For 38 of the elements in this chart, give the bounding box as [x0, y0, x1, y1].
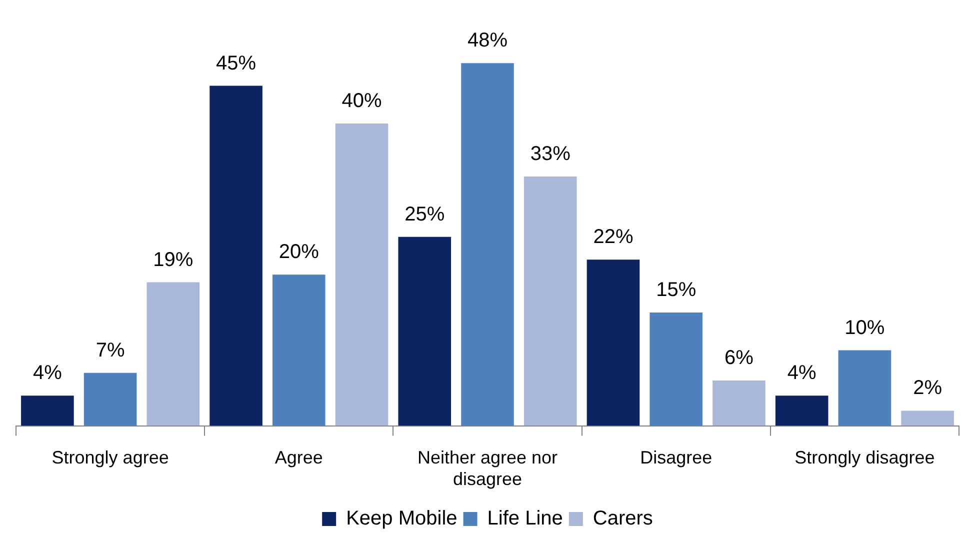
bar — [84, 372, 137, 426]
data-label: 20% — [278, 241, 320, 264]
data-label: 19% — [153, 248, 194, 271]
bar — [901, 410, 954, 426]
data-label: 4% — [32, 362, 62, 384]
x-tick-label: Strongly disagree — [794, 448, 935, 468]
bar — [398, 236, 452, 426]
legend-label: Carers — [592, 508, 653, 530]
bar — [524, 176, 577, 426]
data-label: 10% — [844, 316, 885, 339]
bar — [838, 350, 892, 426]
legend-label: Keep Mobile — [346, 508, 458, 530]
data-label: 4% — [787, 362, 817, 384]
x-tick-label: Agree — [274, 448, 323, 468]
bar — [210, 86, 262, 426]
x-tick-label: Strongly agree — [52, 448, 169, 468]
data-label: 2% — [913, 377, 942, 400]
data-label: 25% — [404, 203, 445, 226]
bar — [712, 380, 766, 426]
data-label: 33% — [530, 142, 571, 165]
data-label: 6% — [724, 346, 754, 369]
bar — [586, 260, 640, 426]
bar — [146, 282, 200, 426]
bar — [335, 124, 388, 426]
x-tick-label: Neither agree nor disagree — [417, 448, 558, 490]
data-label: 45% — [216, 52, 256, 74]
x-tick-label: Disagree — [640, 448, 712, 468]
data-label: 48% — [467, 30, 508, 52]
bar — [461, 63, 514, 426]
data-label: 7% — [96, 339, 125, 362]
legend-label: Life Line — [487, 508, 563, 530]
bar — [650, 312, 703, 426]
bar — [775, 396, 828, 426]
bar — [21, 396, 74, 426]
data-label: 40% — [342, 90, 382, 112]
data-label: 22% — [593, 226, 634, 248]
bar — [272, 274, 326, 426]
data-label: 15% — [656, 278, 696, 301]
